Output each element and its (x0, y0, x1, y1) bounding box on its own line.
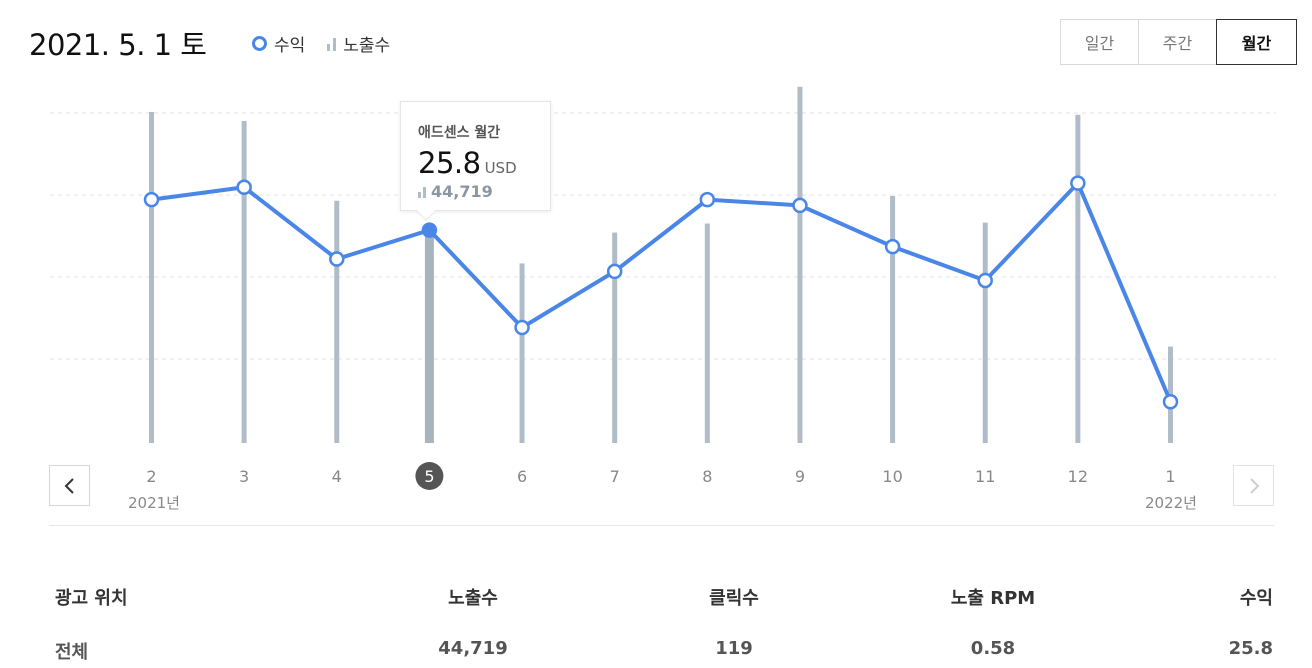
x-tick-label: 3 (239, 467, 249, 486)
cell-impressions: 44,719 (438, 638, 508, 659)
revenue-point (792, 197, 808, 214)
cell-revenue: 25.8 (1228, 638, 1273, 659)
legend-impressions: 노출수 (327, 31, 390, 56)
revenue-point (236, 179, 252, 195)
impression-bar (149, 111, 154, 444)
x-tick-label: 12 (1068, 467, 1088, 486)
revenue-point (699, 191, 716, 208)
impression-bar (334, 200, 340, 443)
impression-bar (1075, 114, 1081, 444)
header-ad-position: 광고 위치 (55, 588, 128, 609)
x-tick-label: 4 (332, 467, 342, 486)
impression-bar (890, 196, 896, 443)
x-tick-label: 6 (517, 467, 527, 486)
revenue-point (329, 251, 345, 267)
bar-series-icon (327, 37, 337, 51)
tooltip-value: 25.8 (418, 146, 481, 180)
cell-clicks: 119 (715, 638, 753, 659)
x-tick-label: 1 (1165, 467, 1175, 486)
year-label-end: 2022년 (1145, 494, 1197, 512)
revenue-point (884, 238, 901, 255)
impression-bar (982, 222, 988, 443)
tab-monthly[interactable]: 월간 (1216, 19, 1297, 65)
legend-revenue: 수익 (252, 31, 305, 56)
tab-weekly[interactable]: 주간 (1138, 19, 1217, 65)
impression-bar (519, 263, 525, 443)
x-tick-label: 2 (146, 467, 156, 486)
x-tick-label: 11 (975, 467, 995, 486)
impression-bar (704, 223, 710, 443)
year-label-start: 2021년 (128, 494, 180, 512)
revenue-point (606, 263, 623, 280)
impression-bar (241, 120, 247, 443)
date-title: 2021. 5. 1 토 (29, 28, 207, 62)
impression-bar (612, 232, 618, 443)
line-series-icon (252, 36, 267, 51)
header-rpm: 노출 RPM (950, 588, 1036, 609)
chart-legend: 수익 노출수 (252, 31, 412, 56)
revenue-point (143, 191, 160, 208)
legend-impressions-label: 노출수 (343, 36, 391, 56)
revenue-point-selected (421, 222, 438, 238)
x-tick-label: 9 (795, 467, 805, 486)
divider (49, 525, 1274, 526)
impression-bar-selected (424, 230, 434, 443)
cell-rpm: 0.58 (970, 638, 1016, 659)
tooltip-impressions: 44,719 (431, 182, 493, 201)
revenue-point (1070, 175, 1086, 191)
header-revenue: 수익 (1239, 588, 1273, 609)
header-impressions: 노출수 (448, 588, 498, 609)
tooltip-unit: USD (484, 159, 517, 177)
header-clicks: 클릭수 (709, 588, 759, 609)
period-tabs: 일간 주간 월간 (1060, 19, 1297, 65)
impression-bar (797, 86, 803, 443)
selected-month-badge (415, 462, 444, 490)
x-tick-label: 8 (702, 467, 712, 486)
x-tick-label: 5 (424, 467, 434, 486)
prev-page-button[interactable] (49, 465, 90, 506)
cell-ad-position: 전체 (55, 642, 89, 663)
chevron-right-icon (1249, 477, 1259, 494)
legend-revenue-label: 수익 (274, 36, 306, 56)
x-tick-label: 10 (882, 467, 902, 486)
revenue-point (977, 272, 993, 289)
chevron-left-icon (64, 477, 74, 494)
chart-tooltip: 애드센스 월간 25.8 USD 44,719 (400, 101, 551, 211)
next-page-button[interactable] (1233, 465, 1274, 506)
revenue-line (149, 181, 1173, 404)
revenue-point (1162, 394, 1179, 410)
x-tick-label: 7 (610, 467, 620, 486)
bar-series-icon (418, 186, 426, 198)
tooltip-title: 애드센스 월간 (418, 125, 501, 141)
revenue-impressions-chart: 2 3 4 5 6 7 8 9 10 11 12 1 (50, 86, 1276, 490)
revenue-point (514, 319, 530, 336)
